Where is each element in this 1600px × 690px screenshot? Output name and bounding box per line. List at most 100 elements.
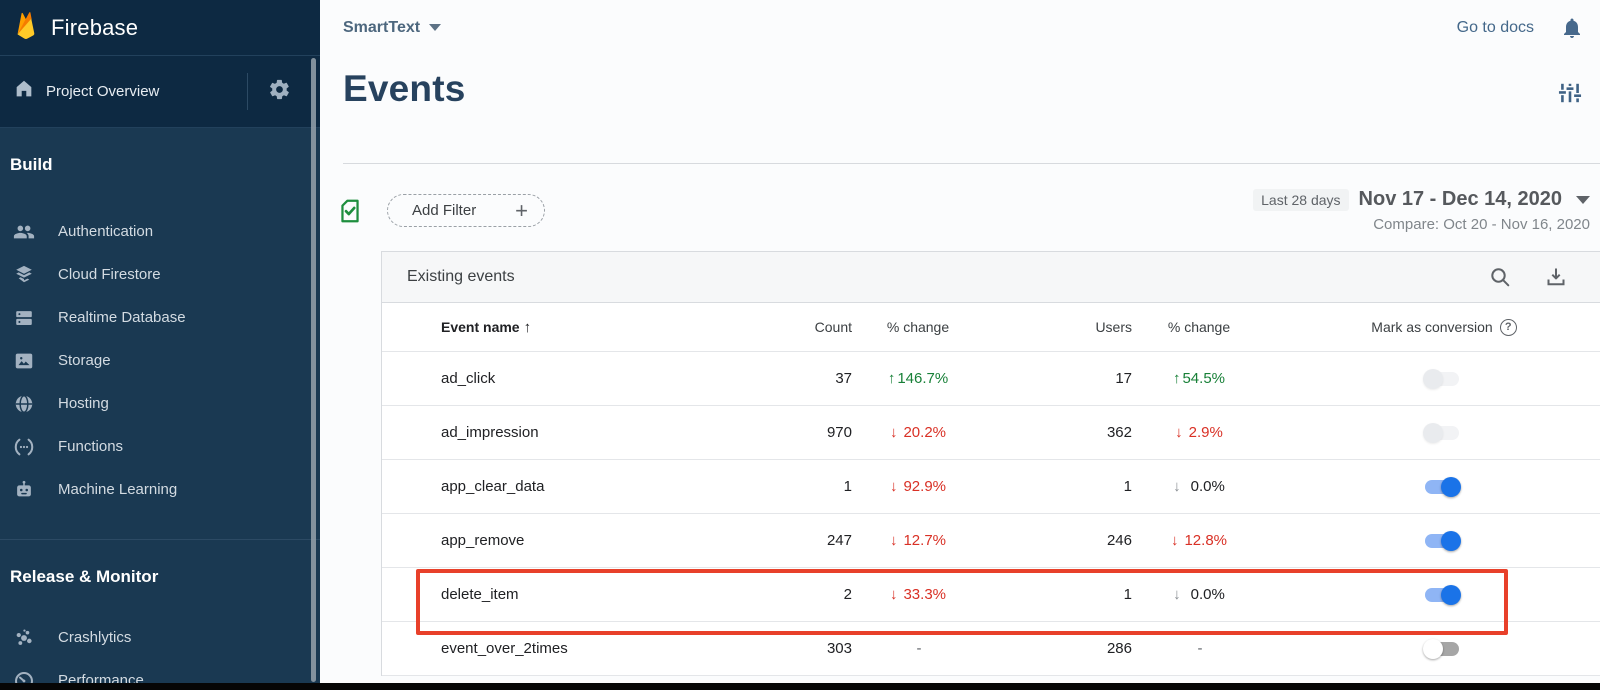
count-change-cell: ↓ 92.9% <box>889 478 947 495</box>
robot-icon <box>13 479 35 501</box>
main-content: SmartText Go to docs Events <box>320 0 1600 690</box>
sort-ascending-icon: ↑ <box>523 318 532 336</box>
conversion-toggle[interactable] <box>1423 530 1461 551</box>
event-name-cell: event_over_2times <box>441 640 568 657</box>
sidebar-item-machine-learning[interactable]: Machine Learning <box>0 468 320 511</box>
users-change-cell: ↓ 0.0% <box>1173 586 1225 603</box>
download-icon[interactable] <box>1544 265 1568 289</box>
sidebar-item-project-overview[interactable]: Project Overview <box>0 55 320 128</box>
table-row: ad_click 37 ↑ 146.7% 17 ↑ 54.5% <box>382 352 1600 406</box>
conversion-toggle[interactable] <box>1423 584 1461 605</box>
event-name-cell: ad_click <box>441 370 496 387</box>
column-users-change: % change <box>1167 319 1231 335</box>
count-cell: 37 <box>835 370 852 387</box>
count-change-cell: ↓ 20.2% <box>889 424 947 441</box>
conversion-toggle[interactable] <box>1423 638 1461 659</box>
table-row: app_clear_data 1 ↓ 92.9% 1 ↓ 0.0% <box>382 460 1600 514</box>
arrow-down-icon: ↓ <box>1173 478 1181 495</box>
functions-icon <box>13 436 35 458</box>
count-change-cell: - <box>916 640 922 657</box>
home-icon <box>13 78 35 105</box>
page-title: Events <box>343 68 466 109</box>
count-cell: 247 <box>826 532 852 549</box>
table-title: Existing events <box>407 268 515 285</box>
arrow-down-icon: ↓ <box>889 424 898 441</box>
users-change-cell: ↓ 0.0% <box>1173 478 1225 495</box>
sidebar-item-realtime-database[interactable]: Realtime Database <box>0 296 320 339</box>
app-name: SmartText <box>343 18 421 36</box>
chevron-down-icon <box>429 24 442 31</box>
conversion-toggle[interactable] <box>1423 422 1461 443</box>
section-build-label: Build <box>10 155 53 174</box>
events-table-card: Existing events Event name ↑ Count % cha… <box>381 251 1600 676</box>
gear-icon[interactable] <box>268 78 291 106</box>
add-filter-label: Add Filter <box>412 202 477 219</box>
users-change-cell: - <box>1197 640 1203 657</box>
column-count: Count <box>814 319 852 335</box>
event-name-cell: delete_item <box>441 586 519 603</box>
compare-range: Compare: Oct 20 - Nov 16, 2020 <box>1373 216 1590 233</box>
conversion-toggle[interactable] <box>1423 476 1461 497</box>
date-range-value[interactable]: Nov 17 - Dec 14, 2020 <box>1358 188 1562 210</box>
conversion-toggle[interactable] <box>1423 368 1461 389</box>
firebase-flame-icon <box>13 9 39 46</box>
column-count-change: % change <box>886 319 950 335</box>
sidebar-scrollbar[interactable] <box>311 58 316 682</box>
globe-icon <box>13 393 35 415</box>
event-name-cell: app_remove <box>441 532 525 549</box>
table-row: app_remove 247 ↓ 12.7% 246 ↓ 12.8% <box>382 514 1600 568</box>
chevron-down-icon <box>1576 195 1590 204</box>
data-status-icon <box>337 197 363 225</box>
divider <box>247 73 248 110</box>
users-cell: 362 <box>1106 424 1132 441</box>
firestore-icon <box>13 264 35 286</box>
users-change-cell: ↓ 2.9% <box>1175 424 1223 441</box>
app-switcher[interactable]: SmartText <box>343 18 442 37</box>
sidebar-item-hosting[interactable]: Hosting <box>0 382 320 425</box>
arrow-down-icon: ↓ <box>1170 532 1179 549</box>
table-row: event_over_2times 303 - 286 - <box>382 622 1600 676</box>
users-cell: 17 <box>1115 370 1132 387</box>
arrow-down-icon: ↓ <box>1173 586 1181 603</box>
table-row: ad_impression 970 ↓ 20.2% 362 ↓ 2.9% <box>382 406 1600 460</box>
add-filter-button[interactable]: Add Filter + <box>387 194 545 227</box>
count-cell: 2 <box>843 586 852 603</box>
event-name-cell: app_clear_data <box>441 478 545 495</box>
divider <box>343 163 1600 164</box>
arrow-down-icon: ↓ <box>889 586 898 603</box>
window-bottom-edge <box>0 683 1600 690</box>
arrow-up-icon: ↑ <box>1172 370 1181 387</box>
help-icon[interactable]: ? <box>1499 318 1517 336</box>
topbar: SmartText Go to docs <box>320 0 1600 55</box>
users-cell: 1 <box>1123 478 1132 495</box>
column-event-name[interactable]: Event name ↑ <box>441 318 532 336</box>
go-to-docs-link[interactable]: Go to docs <box>1456 18 1534 36</box>
storage-icon <box>13 350 35 372</box>
sidebar-item-cloud-firestore[interactable]: Cloud Firestore <box>0 253 320 296</box>
users-change-cell: ↑ 54.5% <box>1172 370 1226 387</box>
plus-icon: + <box>515 197 528 223</box>
firebase-brand: Firebase <box>0 0 320 55</box>
tune-filters-icon[interactable] <box>1557 80 1583 106</box>
sidebar-item-authentication[interactable]: Authentication <box>0 210 320 253</box>
database-icon <box>13 307 35 329</box>
count-change-cell: ↑ 146.7% <box>887 370 949 387</box>
count-cell: 970 <box>826 424 852 441</box>
sidebar-item-storage[interactable]: Storage <box>0 339 320 382</box>
notifications-bell-icon[interactable] <box>1560 16 1584 40</box>
project-overview-label: Project Overview <box>46 83 160 100</box>
search-icon[interactable] <box>1488 265 1512 289</box>
crashlytics-icon <box>13 627 35 649</box>
range-preset-badge: Last 28 days <box>1253 188 1349 211</box>
sidebar-item-functions[interactable]: Functions <box>0 425 320 468</box>
count-cell: 303 <box>826 640 852 657</box>
date-range-picker[interactable]: Last 28 days Nov 17 - Dec 14, 2020 Compa… <box>1253 188 1590 233</box>
arrow-down-icon: ↓ <box>889 532 898 549</box>
sidebar: Firebase Project Overview Build Authenti… <box>0 0 320 690</box>
sidebar-item-crashlytics[interactable]: Crashlytics <box>0 616 320 659</box>
arrow-down-icon: ↓ <box>889 478 898 495</box>
users-cell: 1 <box>1123 586 1132 603</box>
column-mark-as-conversion: Mark as conversion ? <box>1276 318 1600 336</box>
column-users: Users <box>1095 319 1132 335</box>
arrow-down-icon: ↓ <box>1175 424 1183 441</box>
